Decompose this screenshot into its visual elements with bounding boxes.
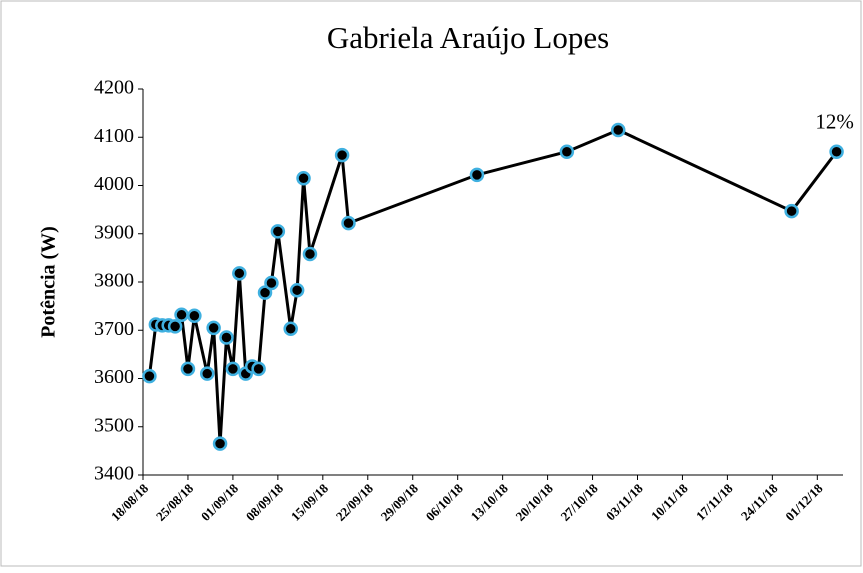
marker <box>302 246 318 262</box>
marker <box>610 122 626 138</box>
y-tick-label: 3400 <box>94 463 134 485</box>
y-axis-label: Potência (W) <box>38 226 60 338</box>
marker <box>784 203 799 219</box>
marker <box>829 144 844 159</box>
marker <box>289 282 305 298</box>
marker <box>283 321 298 337</box>
marker <box>559 144 575 159</box>
y-tick-label: 3500 <box>94 414 134 436</box>
marker <box>232 266 247 281</box>
chart-title: Gabriela Araújo Lopes <box>327 20 609 55</box>
marker <box>199 366 215 381</box>
y-tick-label: 4100 <box>94 125 134 147</box>
y-tick-label: 3900 <box>94 221 134 243</box>
y-tick-label: 3700 <box>94 318 134 340</box>
marker <box>174 307 189 323</box>
marker <box>264 275 279 291</box>
marker <box>219 330 234 345</box>
marker <box>180 361 196 377</box>
y-tick-label: 3600 <box>94 366 134 388</box>
marker <box>225 361 241 377</box>
marker <box>212 436 228 451</box>
marker <box>270 224 286 239</box>
marker <box>167 319 183 334</box>
marker <box>341 215 356 231</box>
marker <box>257 285 273 300</box>
marker <box>296 171 311 186</box>
marker <box>251 361 266 377</box>
marker <box>187 308 202 324</box>
marker <box>206 320 221 336</box>
annotation: 12% <box>815 110 854 134</box>
y-tick-label: 4200 <box>94 77 134 99</box>
y-tick-label: 3800 <box>94 270 134 292</box>
marker <box>142 368 157 384</box>
y-tick-label: 4000 <box>94 173 134 195</box>
marker <box>334 147 350 163</box>
marker <box>469 167 485 183</box>
